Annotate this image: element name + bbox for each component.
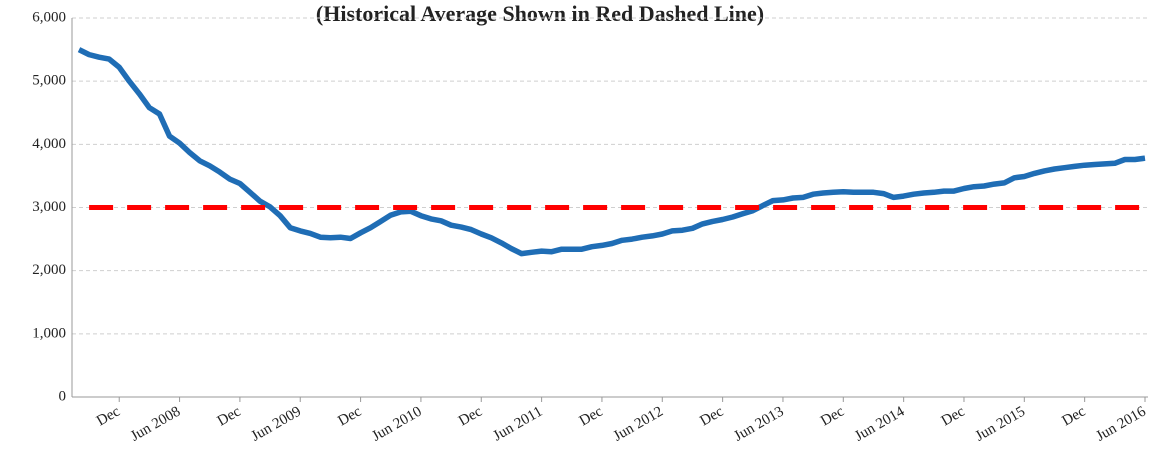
- y-tick-label: 5,000: [32, 73, 66, 89]
- x-tick-label: Jun 2010: [369, 404, 424, 445]
- chart-subtitle: (Historical Average Shown in Red Dashed …: [316, 1, 764, 26]
- x-tick-label: Jun 2013: [731, 404, 786, 445]
- y-tick-label: 4,000: [32, 136, 66, 152]
- y-tick-label: 6,000: [32, 9, 66, 25]
- x-tick-label: Jun 2009: [249, 404, 304, 445]
- y-tick-label: 1,000: [32, 325, 66, 341]
- x-tick-label: Dec: [818, 403, 847, 429]
- x-tick-label: Dec: [697, 403, 726, 429]
- x-tick-label: Dec: [939, 403, 968, 429]
- y-tick-label: 2,000: [32, 262, 66, 278]
- x-tick-label: Dec: [335, 403, 364, 429]
- x-tick-label: Jun 2008: [128, 404, 183, 445]
- x-tick-label: Dec: [215, 403, 244, 429]
- x-tick-label: Jun 2016: [1093, 403, 1149, 444]
- x-tick-label: Dec: [456, 403, 485, 429]
- x-tick-label: Jun 2011: [491, 404, 546, 445]
- data-line: [77, 47, 1146, 257]
- x-tick-label: Jun 2014: [852, 403, 908, 444]
- x-tick-label: Dec: [1059, 403, 1088, 429]
- x-tick-label: Dec: [577, 403, 606, 429]
- y-tick-label: 3,000: [32, 199, 66, 215]
- y-tick-label: 0: [59, 388, 67, 404]
- x-tick-label: Dec: [94, 403, 123, 429]
- x-tick-label: Jun 2012: [611, 404, 666, 445]
- x-tick-label: Jun 2015: [973, 404, 1028, 445]
